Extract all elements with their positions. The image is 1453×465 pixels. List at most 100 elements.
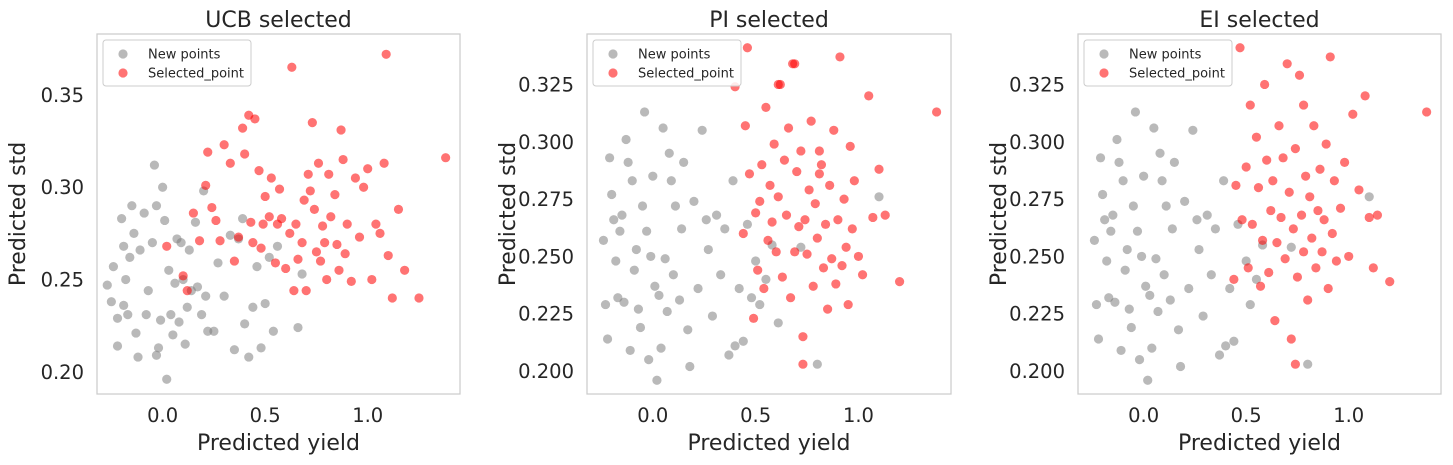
data-point (728, 176, 738, 186)
data-point (127, 201, 137, 211)
legend-marker (608, 68, 618, 78)
data-point (1344, 251, 1354, 262)
data-point (773, 79, 783, 90)
data-point (303, 169, 313, 179)
data-point (812, 233, 822, 243)
y-tick-label: 0.225 (1009, 303, 1065, 326)
data-point (806, 116, 816, 126)
data-point (1175, 361, 1186, 372)
data-point (1214, 350, 1225, 360)
data-point (180, 339, 190, 349)
data-point (1159, 270, 1169, 280)
data-point (250, 114, 260, 124)
data-point (644, 355, 654, 365)
data-point (748, 313, 759, 323)
data-point (1340, 157, 1350, 168)
data-point (804, 185, 814, 195)
data-point (668, 270, 678, 280)
data-point (738, 228, 748, 239)
data-point (1157, 176, 1167, 186)
data-point (1331, 256, 1342, 266)
data-point (1161, 201, 1171, 211)
plot-frame (586, 33, 952, 395)
x-tick-label: 0.0 (147, 404, 178, 427)
data-point (291, 219, 301, 229)
data-point (1143, 375, 1153, 385)
data-point (820, 219, 831, 229)
data-point (600, 299, 611, 310)
chart-title: PI selected (709, 8, 829, 33)
data-point (1165, 295, 1175, 305)
data-point (1264, 267, 1274, 278)
data-point (639, 107, 650, 117)
legend-label: Selected_point (148, 67, 244, 82)
x-tick-label: 0.5 (1231, 404, 1262, 427)
data-point (697, 125, 707, 135)
data-point (1173, 325, 1184, 335)
data-point (1136, 251, 1147, 262)
data-point (209, 326, 219, 336)
data-point (812, 359, 822, 369)
data-point (874, 164, 884, 174)
data-point (143, 286, 153, 296)
data-point (818, 263, 829, 273)
data-point (652, 375, 662, 385)
series-new-points (102, 160, 307, 384)
data-point (1151, 254, 1161, 264)
data-point (1354, 185, 1364, 195)
data-point (1098, 189, 1108, 200)
data-point (1116, 345, 1126, 356)
data-point (1206, 270, 1216, 280)
data-point (1329, 176, 1339, 186)
data-point (1237, 215, 1247, 225)
data-point (252, 262, 262, 272)
data-point (751, 256, 761, 266)
data-point (841, 242, 851, 252)
data-point (1225, 283, 1235, 294)
data-point (1243, 263, 1253, 273)
data-point (703, 244, 713, 255)
data-point (313, 158, 324, 168)
data-point (716, 270, 726, 280)
legend-box (592, 39, 742, 87)
data-point (1280, 254, 1290, 264)
data-point (178, 271, 188, 281)
data-point (225, 158, 235, 168)
data-point (765, 180, 775, 190)
data-point (880, 210, 890, 220)
data-point (1108, 210, 1118, 220)
data-point (289, 286, 299, 296)
data-point (379, 158, 389, 168)
data-point (810, 199, 820, 209)
data-point (383, 250, 393, 261)
data-point (1278, 153, 1288, 163)
data-point (1307, 233, 1317, 243)
data-point (1317, 247, 1327, 257)
data-point (311, 247, 322, 257)
data-point (734, 283, 744, 294)
data-point (1313, 205, 1323, 216)
data-point (615, 226, 625, 236)
y-axis-label: Predicted std (6, 142, 31, 286)
data-point (166, 310, 176, 320)
data-point (1184, 283, 1194, 294)
data-point (1167, 224, 1177, 234)
data-point (123, 310, 133, 320)
data-point (777, 272, 787, 282)
data-point (617, 210, 627, 220)
data-point (790, 247, 800, 257)
data-point (133, 352, 143, 362)
data-point (102, 280, 112, 290)
data-point (857, 270, 868, 280)
data-point (853, 251, 864, 262)
data-point (256, 343, 266, 353)
data-point (211, 215, 221, 226)
legend-label: Selected_point (638, 67, 734, 82)
data-point (1118, 176, 1128, 186)
x-axis-label: Predicted yield (197, 431, 360, 456)
y-tick-label: 0.225 (518, 303, 574, 326)
data-point (112, 313, 123, 323)
y-tick-label: 0.300 (518, 131, 574, 154)
data-point (203, 147, 213, 157)
data-point (1296, 210, 1307, 220)
